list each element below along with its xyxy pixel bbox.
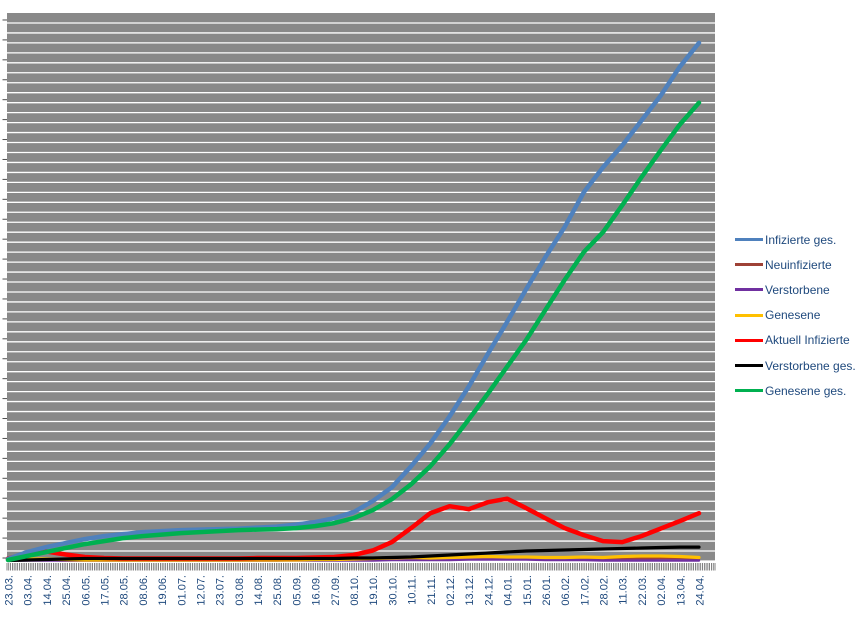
x-axis-label: 02.04. (656, 575, 668, 606)
x-axis-labels[interactable]: 23.03. 03.04. 14.04. 25.04. 06.05. 17.05. 28.0… (4, 575, 707, 606)
x-axis-label: 19.10. (368, 575, 380, 606)
x-axis-label: 26.01. (541, 575, 553, 606)
x-axis-label: 13.12. (464, 575, 476, 606)
x-axis-label: 24.12. (483, 575, 495, 606)
y-axis-ticks[interactable] (2, 19, 8, 559)
x-axis-label: 21.11. (426, 575, 438, 605)
series-line-infizierte-ges[interactable] (5, 40, 702, 562)
legend-item-genesene[interactable]: Genesene (735, 303, 865, 328)
x-axis-label: 14.08. (253, 575, 265, 606)
plot-area[interactable] (7, 13, 715, 561)
legend-swatch-genesene-ges (735, 389, 763, 393)
legend-item-genesene-ges[interactable]: Genesene ges. (735, 378, 865, 403)
x-axis-label: 23.03. (4, 575, 16, 606)
legend-item-verstorbene-ges[interactable]: Verstorbene ges. (735, 353, 865, 378)
legend-swatch-verstorbene-ges (735, 364, 763, 368)
chart-legend: Infizierte ges. Neuinfizierte Verstorbene G… (735, 227, 865, 403)
x-axis-label: 12.07. (195, 575, 207, 606)
x-axis-label: 08.06. (138, 575, 150, 606)
legend-swatch-aktuell-infizierte (735, 338, 763, 342)
x-axis-label: 28.05. (119, 575, 131, 606)
legend-label: Verstorbene (765, 282, 830, 297)
legend-swatch-infizierte-ges (735, 238, 763, 242)
legend-item-neuinfizierte[interactable]: Neuinfizierte (735, 252, 865, 277)
x-axis-label: 03.08. (234, 575, 246, 606)
x-axis-tick-band[interactable] (6, 563, 716, 571)
x-axis-label: 04.01. (503, 575, 515, 606)
legend-label: Genesene (765, 308, 821, 323)
x-axis-label: 16.09. (311, 575, 323, 606)
x-axis-label: 17.02. (579, 575, 591, 606)
legend-item-infizierte-ges[interactable]: Infizierte ges. (735, 227, 865, 252)
x-axis-label: 19.06. (157, 575, 169, 606)
legend-swatch-neuinfizierte (735, 263, 763, 267)
x-axis-label: 02.12. (445, 575, 457, 606)
series-line-genesene-ges[interactable] (5, 100, 702, 563)
legend-label: Infizierte ges. (765, 232, 837, 247)
x-axis-label: 10.11. (407, 575, 419, 605)
legend-item-verstorbene[interactable]: Verstorbene (735, 277, 865, 302)
x-axis-label: 25.08. (272, 575, 284, 606)
series-line-verstorbene-ges[interactable] (6, 545, 701, 563)
x-axis-label: 06.05. (80, 575, 92, 606)
legend-label: Aktuell Infizierte (765, 333, 850, 348)
x-axis-label: 13.04. (675, 575, 687, 606)
x-axis-label: 28.02. (599, 575, 611, 606)
x-axis-label: 22.03. (637, 575, 649, 606)
legend-swatch-verstorbene (735, 288, 763, 292)
x-axis-label: 01.07. (176, 575, 188, 606)
x-axis-label: 11.03. (618, 575, 630, 605)
gridlines (7, 22, 715, 562)
x-axis-label: 24.04. (695, 575, 707, 606)
x-axis-label: 17.05. (99, 575, 111, 606)
x-axis-label: 25.04. (61, 575, 73, 606)
legend-label: Verstorbene ges. (765, 358, 856, 373)
x-axis-label: 14.04. (42, 575, 54, 606)
x-axis-label: 08.10. (349, 575, 361, 606)
x-axis-label: 15.01. (522, 575, 534, 606)
legend-label: Neuinfizierte (765, 257, 832, 272)
legend-swatch-genesene (735, 313, 763, 317)
legend-label: Genesene ges. (765, 383, 847, 398)
x-axis-label: 27.09. (330, 575, 342, 606)
x-axis-label: 06.02. (560, 575, 572, 606)
x-axis-label: 05.09. (291, 575, 303, 606)
legend-item-aktuell-infizierte[interactable]: Aktuell Infizierte (735, 328, 865, 353)
x-axis-label: 23.07. (215, 575, 227, 606)
x-axis-label: 30.10. (387, 575, 399, 606)
x-axis-label: 03.04. (23, 575, 35, 606)
